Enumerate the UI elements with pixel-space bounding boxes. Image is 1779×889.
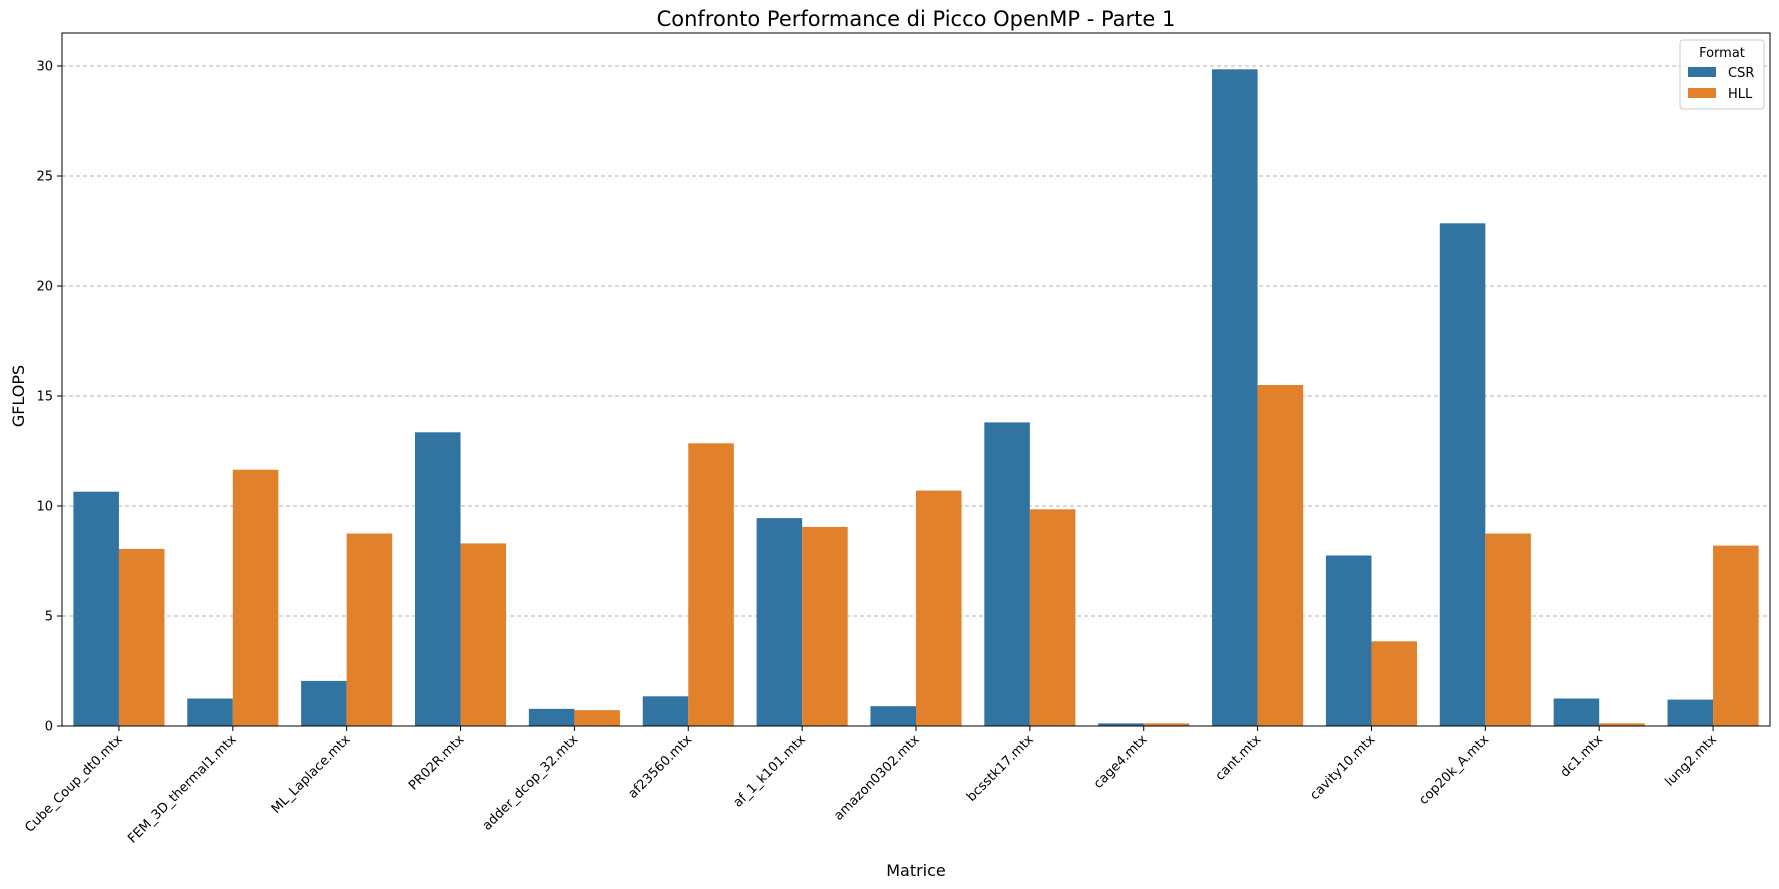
bar-csr-10 (1212, 69, 1258, 727)
x-tick-label: Cube_Coup_dt0.mtx (22, 732, 126, 836)
chart-title: Confronto Performance di Picco OpenMP - … (657, 7, 1176, 31)
bar-csr-6 (756, 518, 803, 726)
bar-csr-9 (1098, 723, 1144, 726)
bar-csr-2 (301, 680, 347, 726)
bar-hll-13 (1599, 723, 1645, 726)
x-tick-label: amazon0302.mtx (831, 732, 923, 824)
bar-csr-13 (1553, 698, 1600, 726)
x-tick-label: af23560.mtx (625, 732, 695, 802)
y-axis-label: GFLOPS (9, 365, 28, 427)
y-tick-label: 30 (36, 60, 53, 75)
bar-csr-12 (1439, 223, 1486, 727)
legend-label-hll: HLL (1728, 87, 1753, 102)
y-tick-label: 20 (36, 280, 53, 295)
legend-swatch-csr (1688, 67, 1716, 77)
x-tick-label: adder_dcop_32.mtx (480, 732, 582, 834)
x-ticks: Cube_Coup_dt0.mtx FEM_3D_thermal1.mtx ML_L… (22, 726, 1720, 847)
bar-csr-8 (984, 422, 1030, 726)
bar-hll-6 (802, 526, 848, 726)
bar-csr-11 (1325, 555, 1372, 726)
bar-hll-7 (916, 490, 962, 726)
bar-csr-3 (414, 432, 461, 726)
x-tick-label: FEM_3D_thermal1.mtx (125, 732, 240, 847)
bar-csr-14 (1667, 699, 1714, 726)
bar-hll-14 (1713, 545, 1759, 726)
bar-hll-8 (1029, 509, 1076, 726)
y-tick-label: 15 (36, 390, 53, 405)
legend-swatch-hll (1688, 88, 1716, 98)
bar-hll-4 (574, 710, 620, 726)
x-tick-label: af_1_k101.mtx (731, 732, 810, 811)
bar-csr-7 (870, 706, 916, 726)
y-tick-label: 0 (45, 720, 53, 735)
x-tick-label: cage4.mtx (1091, 732, 1151, 792)
bars (73, 69, 1759, 727)
bar-hll-11 (1371, 641, 1418, 726)
x-tick-label: PR02R.mtx (406, 732, 467, 793)
x-tick-label: dc1.mtx (1558, 732, 1606, 780)
bar-csr-0 (73, 491, 119, 726)
x-tick-label: bcsstk17.mtx (964, 732, 1037, 805)
legend: Format CSR HLL (1679, 39, 1765, 110)
x-tick-label: cavity10.mtx (1307, 732, 1378, 803)
bar-hll-2 (346, 533, 393, 726)
x-axis-label: Matrice (886, 861, 946, 880)
y-tick-label: 5 (45, 610, 53, 625)
bar-hll-12 (1485, 533, 1531, 726)
legend-label-csr: CSR (1728, 66, 1754, 81)
bar-csr-1 (187, 698, 233, 726)
legend-title: Format (1699, 46, 1745, 61)
bar-csr-4 (528, 708, 575, 726)
y-tick-label: 10 (36, 500, 53, 515)
bar-hll-10 (1257, 385, 1304, 726)
y-tick-label: 25 (36, 170, 53, 185)
y-ticks: 0 5 10 15 20 25 30 (36, 60, 62, 735)
x-tick-label: lung2.mtx (1662, 732, 1720, 790)
bar-hll-9 (1143, 723, 1190, 726)
bar-csr-5 (642, 696, 689, 726)
x-tick-label: cop20k_A.mtx (1416, 732, 1492, 808)
bar-hll-5 (688, 443, 734, 726)
bar-hll-3 (460, 543, 507, 726)
x-tick-label: cant.mtx (1213, 732, 1265, 784)
bar-hll-0 (118, 548, 165, 726)
x-tick-label: ML_Laplace.mtx (269, 732, 354, 817)
bar-hll-1 (232, 469, 279, 726)
